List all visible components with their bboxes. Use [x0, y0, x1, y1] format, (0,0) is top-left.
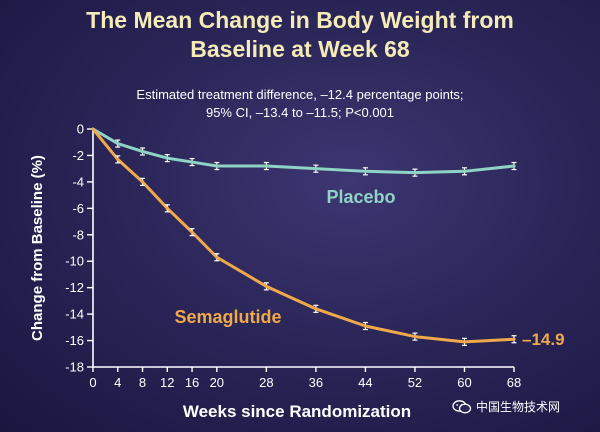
chart-subtitle-line2: 95% CI, –13.4 to –11.5; P<0.001 [205, 105, 395, 120]
semaglutide-data-point [314, 307, 318, 311]
chart-title-line1: The Mean Change in Body Weight from [86, 7, 514, 33]
y-tick-label: -16 [65, 333, 84, 348]
x-tick-label: 8 [139, 375, 146, 390]
placebo-data-point [512, 164, 516, 168]
y-tick-label: -14 [65, 307, 84, 322]
semaglutide-data-point [215, 255, 219, 259]
placebo-data-point [165, 156, 169, 160]
semaglutide-data-point [165, 206, 169, 210]
y-tick-label: -10 [65, 254, 84, 269]
x-tick-label: 20 [210, 375, 224, 390]
semaglutide-data-point [462, 340, 467, 344]
x-tick-label: 28 [259, 375, 273, 390]
semaglutide-data-point [512, 337, 516, 341]
x-tick-label: 60 [457, 375, 471, 390]
placebo-data-point [215, 164, 219, 168]
end-value-annotation: –14.9 [522, 330, 565, 349]
placebo-data-point [413, 171, 417, 175]
x-tick-label: 16 [185, 375, 199, 390]
placebo-data-point [363, 169, 368, 173]
chart-title: The Mean Change in Body Weight from Base… [0, 6, 600, 64]
placebo-data-point [314, 167, 318, 171]
y-tick-label: -6 [72, 201, 84, 216]
x-tick-label: 68 [507, 375, 521, 390]
semaglutide-data-point [264, 284, 268, 288]
watermark-text: 中国生物技术网 [476, 400, 561, 414]
semaglutide-data-point [413, 334, 417, 339]
x-tick-label: 12 [160, 375, 174, 390]
chart-title-line2: Baseline at Week 68 [190, 36, 410, 62]
x-tick-label: 0 [89, 375, 96, 390]
placebo-data-point [462, 169, 467, 173]
semaglutide-data-point [140, 180, 145, 184]
y-tick-label: -4 [72, 174, 84, 189]
y-tick-label: -18 [65, 360, 84, 375]
placebo-series-line [91, 127, 516, 175]
wechat-icon [452, 399, 472, 413]
y-tick-label: -2 [72, 148, 84, 163]
semaglutide-series-label: Semaglutide [174, 307, 281, 327]
x-tick-label: 4 [114, 375, 121, 390]
placebo-data-point [140, 149, 145, 154]
x-tick-label: 52 [408, 375, 422, 390]
semaglutide-data-point [363, 324, 368, 328]
placebo-data-point [116, 141, 120, 146]
placebo-data-point [264, 164, 268, 168]
semaglutide-series-line [91, 127, 516, 344]
x-tick-label: 36 [309, 375, 323, 390]
watermark: 中国生物技术网 [452, 398, 560, 415]
chart-subtitle-line1: Estimated treatment difference, –12.4 pe… [136, 87, 464, 102]
chart-subtitle: Estimated treatment difference, –12.4 pe… [0, 86, 600, 122]
semaglutide-data-point [116, 157, 120, 162]
semaglutide-data-point [190, 230, 194, 234]
x-axis-label: Weeks since Randomization [183, 402, 411, 421]
y-tick-label: -12 [65, 280, 84, 295]
y-tick-label: -8 [72, 227, 84, 242]
placebo-series-label: Placebo [326, 187, 395, 207]
placebo-data-point [190, 160, 194, 164]
x-tick-label: 44 [358, 375, 372, 390]
y-tick-label: 0 [77, 122, 84, 137]
y-axis-label: Change from Baseline (%) [29, 155, 46, 341]
